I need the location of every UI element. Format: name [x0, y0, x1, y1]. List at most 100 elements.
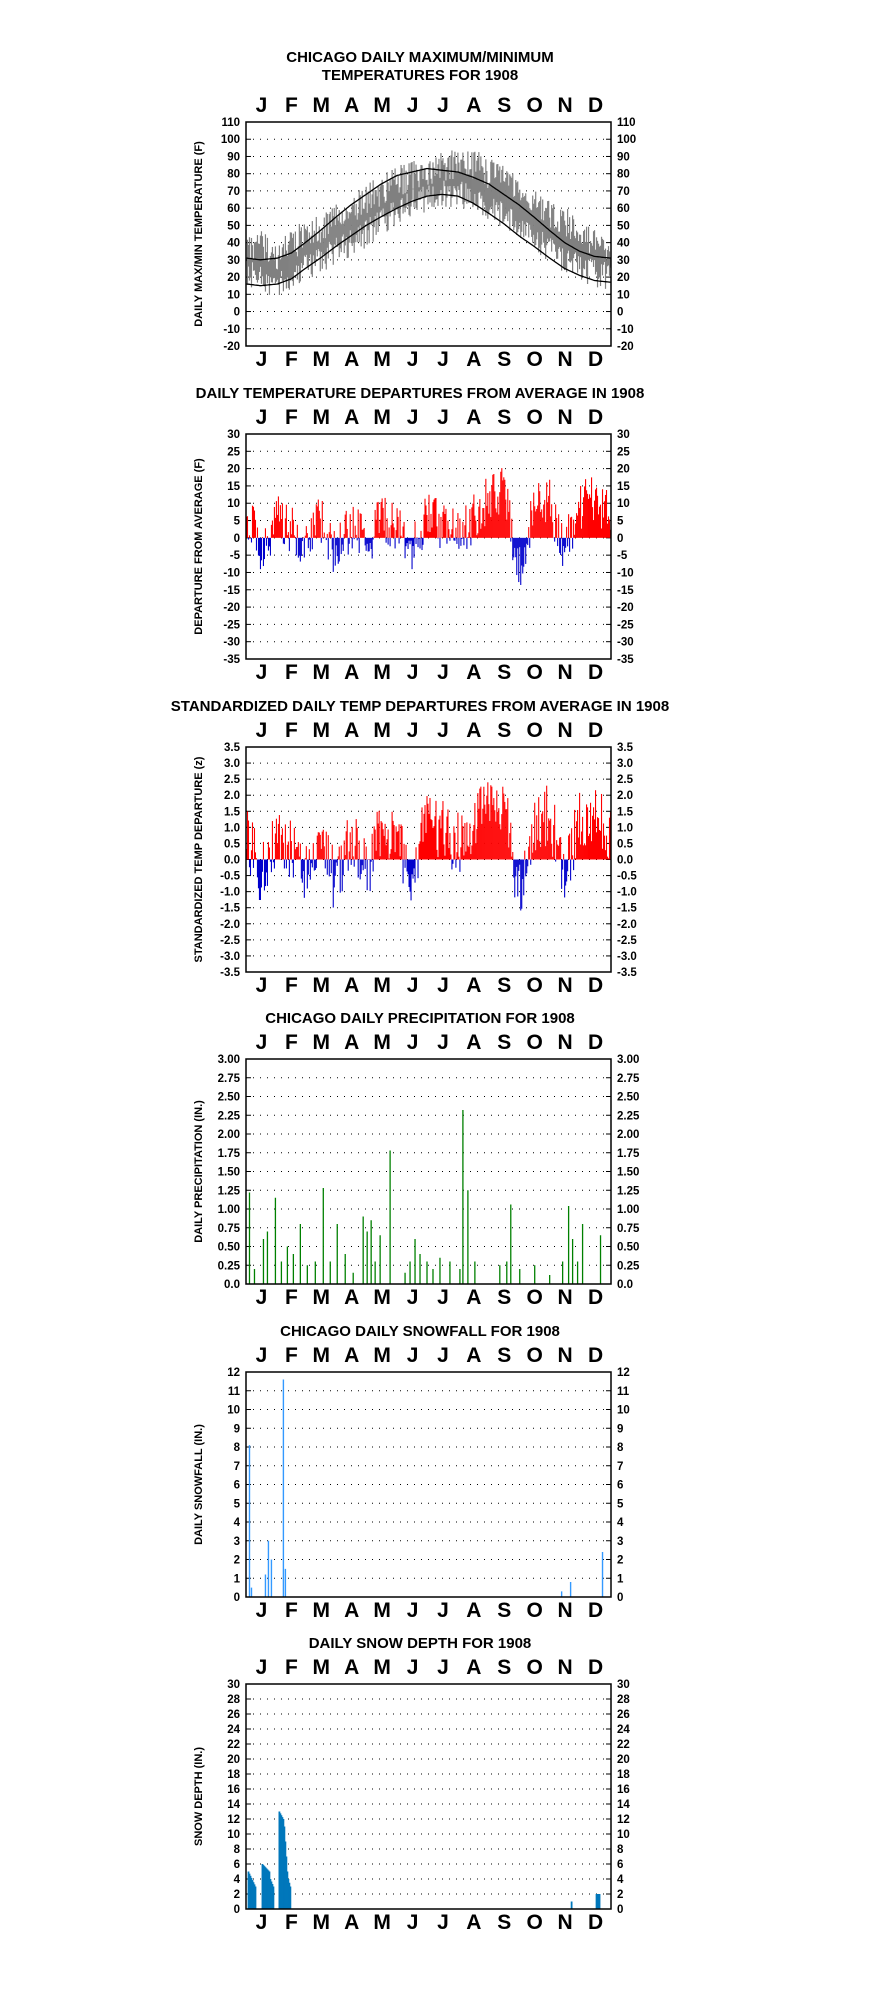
- month-label: M: [373, 348, 391, 371]
- plot-frame: [245, 1058, 612, 1285]
- y-tick-label-left: 3.5: [224, 742, 241, 754]
- chart-title: STANDARDIZED DAILY TEMP DEPARTURES FROM …: [171, 698, 669, 715]
- y-tick-label-right: 14: [617, 1799, 630, 1811]
- y-tick-label-right: 0: [617, 533, 623, 545]
- month-label: M: [313, 719, 331, 742]
- y-tick-label-right: 25: [617, 446, 630, 458]
- month-label: D: [588, 719, 603, 742]
- y-tick-label-right: 4: [617, 1874, 624, 1886]
- month-label: S: [497, 1656, 511, 1679]
- y-tick-label-left: 5: [234, 1498, 241, 1510]
- month-label: J: [256, 661, 268, 684]
- y-tick-label-right: 20: [617, 272, 630, 284]
- month-label: M: [373, 661, 391, 684]
- y-tick-label-right: 0: [617, 1592, 623, 1604]
- y-tick-label-left: 70: [227, 186, 240, 198]
- month-label: S: [497, 1286, 511, 1309]
- month-label: J: [256, 1656, 268, 1679]
- month-label: M: [313, 661, 331, 684]
- y-tick-label-left: 26: [227, 1709, 240, 1721]
- month-label: D: [588, 974, 603, 997]
- month-label: J: [407, 1344, 419, 1367]
- month-label: A: [466, 1031, 481, 1054]
- month-label: D: [588, 1344, 603, 1367]
- month-label: J: [407, 406, 419, 429]
- month-label: J: [437, 1656, 449, 1679]
- y-tick-label-left: -35: [223, 654, 240, 666]
- y-tick-label-right: 11: [617, 1386, 630, 1398]
- y-tick-label-right: -10: [617, 567, 634, 579]
- snow-depth-bars: [247, 1811, 601, 1909]
- y-tick-label-left: 7: [234, 1461, 240, 1473]
- y-tick-label-right: -35: [617, 654, 634, 666]
- month-label: J: [437, 1911, 449, 1934]
- y-tick-label-right: -3.5: [617, 967, 637, 979]
- y-tick-label-left: 6: [234, 1859, 240, 1871]
- month-label: A: [344, 719, 359, 742]
- precipitation-bars: [248, 1110, 602, 1284]
- y-tick-label-left: 4: [234, 1517, 241, 1529]
- month-label: J: [256, 1286, 268, 1309]
- y-tick-label-right: 1.5: [617, 806, 634, 818]
- y-tick-label-left: 1.5: [224, 806, 241, 818]
- y-tick-label-right: 70: [617, 186, 630, 198]
- chart-title: CHICAGO DAILY MAXIMUM/MINIMUM: [286, 49, 554, 66]
- y-axis-label: STANDARDIZED TEMP DEPARTURE (z): [193, 756, 205, 962]
- month-label: O: [527, 974, 543, 997]
- y-tick-label-right: 2.50: [617, 1092, 639, 1104]
- y-axis-label: DAILY SNOWFALL (IN.): [193, 1424, 205, 1545]
- month-label: D: [588, 1656, 603, 1679]
- y-tick-label-right: 7: [617, 1461, 623, 1473]
- month-label: N: [558, 719, 573, 742]
- month-label: J: [256, 348, 268, 371]
- chart-panel-5: CHICAGO DAILY SNOWFALL FOR 1908JJFFMMAAM…: [193, 1323, 630, 1622]
- month-label: N: [558, 1031, 573, 1054]
- y-tick-label-right: 15: [617, 481, 630, 493]
- month-label: J: [256, 719, 268, 742]
- y-tick-label-right: 0.0: [617, 855, 633, 867]
- month-label: F: [285, 1344, 298, 1367]
- month-label: J: [407, 974, 419, 997]
- y-tick-label-left: -3.5: [220, 967, 240, 979]
- month-label: M: [373, 1599, 391, 1622]
- month-label: D: [588, 1286, 603, 1309]
- y-tick-label-right: 8: [617, 1442, 624, 1454]
- month-label: J: [437, 719, 449, 742]
- month-label: S: [497, 348, 511, 371]
- month-label: J: [437, 406, 449, 429]
- month-label: N: [558, 1286, 573, 1309]
- y-tick-label-right: 30: [617, 429, 630, 441]
- y-tick-label-right: 1.25: [617, 1185, 640, 1197]
- y-tick-label-left: -0.5: [220, 871, 240, 883]
- normal-max-line: [246, 167, 611, 261]
- month-label: M: [313, 974, 331, 997]
- y-tick-label-left: 30: [227, 1679, 240, 1691]
- y-tick-label-right: 10: [617, 498, 630, 510]
- y-tick-label-right: 2.5: [617, 774, 634, 786]
- month-label: F: [285, 406, 298, 429]
- month-label: S: [497, 1599, 511, 1622]
- y-tick-label-left: -2.5: [220, 935, 240, 947]
- y-tick-label-right: -20: [617, 341, 634, 353]
- y-tick-label-right: 40: [617, 238, 630, 250]
- month-label: A: [466, 1286, 481, 1309]
- month-label: F: [285, 1286, 298, 1309]
- y-tick-label-right: 100: [617, 134, 636, 146]
- y-tick-label-left: 2: [234, 1555, 240, 1567]
- y-tick-label-right: 1.50: [617, 1167, 639, 1179]
- y-tick-label-left: 2.25: [218, 1110, 241, 1122]
- y-tick-label-left: -10: [223, 567, 240, 579]
- month-label: J: [437, 1286, 449, 1309]
- y-tick-label-left: 10: [227, 1405, 240, 1417]
- y-tick-label-left: 14: [227, 1799, 240, 1811]
- month-label: O: [527, 1286, 543, 1309]
- y-tick-label-left: -20: [223, 341, 240, 353]
- plot-frame: [245, 1683, 612, 1910]
- month-label: M: [373, 94, 391, 117]
- month-label: O: [527, 1344, 543, 1367]
- y-tick-label-right: 30: [617, 255, 630, 267]
- y-tick-label-right: 12: [617, 1367, 630, 1379]
- month-label: O: [527, 1656, 543, 1679]
- month-label: A: [344, 348, 359, 371]
- chart-panel-2: DAILY TEMPERATURE DEPARTURES FROM AVERAG…: [193, 385, 644, 684]
